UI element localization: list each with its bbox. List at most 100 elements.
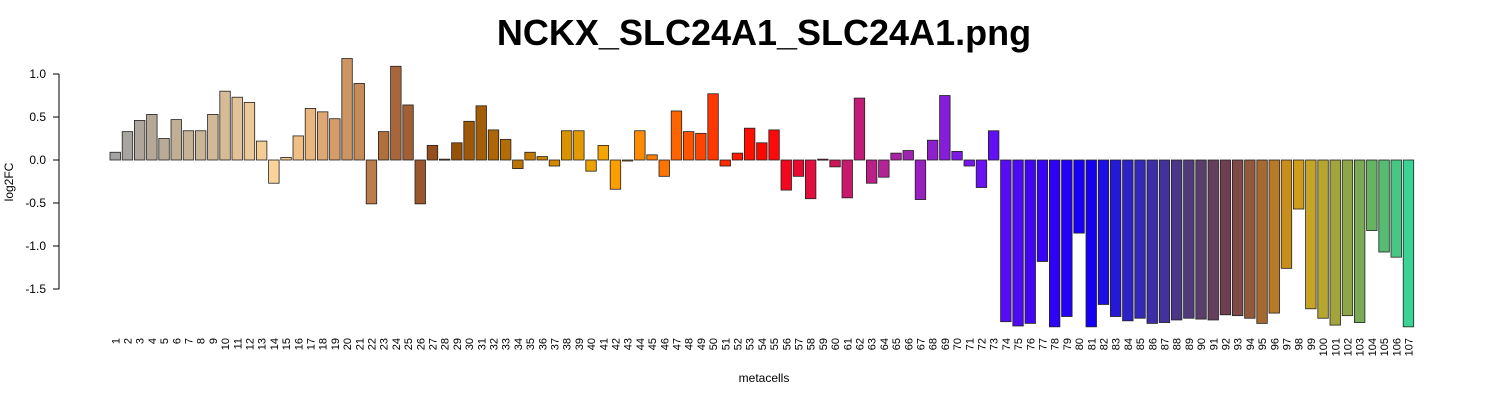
x-tick-label: 59: [818, 338, 830, 350]
y-tick-label: -0.5: [25, 196, 46, 210]
bar-52: [731, 152, 744, 161]
x-tick-label: 101: [1330, 338, 1342, 356]
bar-88: [1171, 159, 1183, 321]
x-tick-label: 29: [452, 338, 464, 350]
x-tick-label: 85: [1135, 338, 1147, 350]
bar-39: [573, 130, 585, 161]
x-tick-label: 18: [318, 338, 330, 350]
x-tick-label: 53: [745, 338, 757, 350]
bar-61: [841, 159, 853, 199]
x-tick-label: 35: [525, 338, 537, 350]
bar-101: [1329, 159, 1341, 326]
x-tick-label: 92: [1220, 338, 1232, 350]
x-tick-label: 23: [379, 338, 391, 350]
x-tick-label: 69: [940, 338, 952, 350]
x-tick-label: 58: [806, 338, 818, 350]
x-tick-label: 107: [1403, 338, 1415, 356]
x-tick-label: 24: [391, 338, 403, 350]
y-tick-label: 0.0: [29, 153, 46, 167]
x-tick-label: 36: [537, 338, 549, 350]
bar-55: [768, 129, 780, 161]
x-tick-label: 102: [1342, 338, 1354, 356]
bar-45: [646, 154, 658, 161]
bar-54: [756, 142, 768, 161]
x-tick-label: 30: [464, 338, 476, 350]
bar-15: [280, 157, 292, 161]
bar-13: [255, 140, 268, 161]
x-tick-label: 41: [598, 338, 610, 350]
bar-76: [1024, 159, 1036, 324]
bar-29: [451, 142, 463, 161]
bar-85: [1134, 159, 1146, 319]
bar-28: [438, 158, 451, 161]
bar-50: [707, 93, 719, 161]
x-tick-label: 37: [549, 338, 561, 350]
x-tick-label: 39: [574, 338, 586, 350]
bar-34: [512, 159, 524, 169]
bar-32: [487, 129, 500, 161]
bar-37: [548, 159, 561, 167]
bar-86: [1146, 159, 1158, 324]
bar-51: [719, 159, 731, 167]
y-tick-label: 1.0: [29, 67, 46, 81]
x-tick-label: 68: [928, 338, 940, 350]
x-tick-label: 106: [1391, 338, 1403, 356]
bar-47: [670, 110, 683, 161]
x-tick-label: 61: [842, 338, 854, 350]
bar-97: [1280, 159, 1293, 269]
x-tick-label: 82: [1098, 338, 1110, 350]
x-tick-label: 6: [171, 338, 183, 344]
x-tick-label: 83: [1111, 338, 1123, 350]
x-tick-label: 5: [159, 338, 171, 344]
x-tick-label: 2: [122, 338, 134, 344]
bar-10: [219, 90, 231, 161]
bar-81: [1085, 159, 1097, 328]
bar-94: [1244, 159, 1256, 319]
bar-18: [316, 111, 329, 161]
x-tick-label: 66: [903, 338, 915, 350]
bar-42: [609, 159, 622, 190]
bar-19: [329, 118, 341, 161]
x-tick-label: 8: [196, 338, 208, 344]
x-tick-label: 43: [623, 338, 635, 350]
bar-25: [402, 104, 414, 161]
x-tick-label: 76: [1025, 338, 1037, 350]
bar-93: [1232, 159, 1244, 317]
x-tick-label: 104: [1367, 338, 1379, 356]
bar-53: [744, 127, 756, 161]
bar-17: [304, 108, 317, 161]
chart-title: NCKX_SLC24A1_SLC24A1.png: [497, 12, 1031, 53]
bar-95: [1256, 159, 1268, 324]
x-tick-label: 47: [671, 338, 683, 350]
bar-36: [536, 156, 548, 161]
bar-series: [109, 58, 1415, 328]
x-tick-label: 44: [635, 338, 647, 350]
bar-38: [561, 130, 573, 161]
x-tick-label: 96: [1269, 338, 1281, 350]
x-tick-label: 88: [1172, 338, 1184, 350]
bar-70: [951, 150, 963, 161]
x-tick-label: 99: [1306, 338, 1318, 350]
bar-107: [1402, 159, 1415, 328]
x-tick-label: 100: [1318, 338, 1330, 356]
x-tick-label: 98: [1294, 338, 1306, 350]
bar-92: [1219, 159, 1232, 316]
bar-91: [1207, 159, 1219, 321]
bar-100: [1317, 159, 1329, 319]
bar-6: [170, 119, 182, 161]
x-tick-label: 70: [952, 338, 964, 350]
bar-87: [1158, 159, 1171, 323]
bar-26: [414, 159, 426, 205]
bar-58: [805, 159, 817, 200]
x-tick-label: 91: [1208, 338, 1220, 350]
bar-24: [390, 65, 402, 161]
x-tick-label: 17: [305, 338, 317, 350]
bar-105: [1378, 159, 1390, 253]
bar-82: [1097, 159, 1110, 305]
x-tick-label: 38: [562, 338, 574, 350]
bar-8: [194, 130, 207, 161]
bar-62: [853, 97, 866, 161]
x-tick-label: 31: [476, 338, 488, 350]
x-tick-label: 73: [989, 338, 1001, 350]
